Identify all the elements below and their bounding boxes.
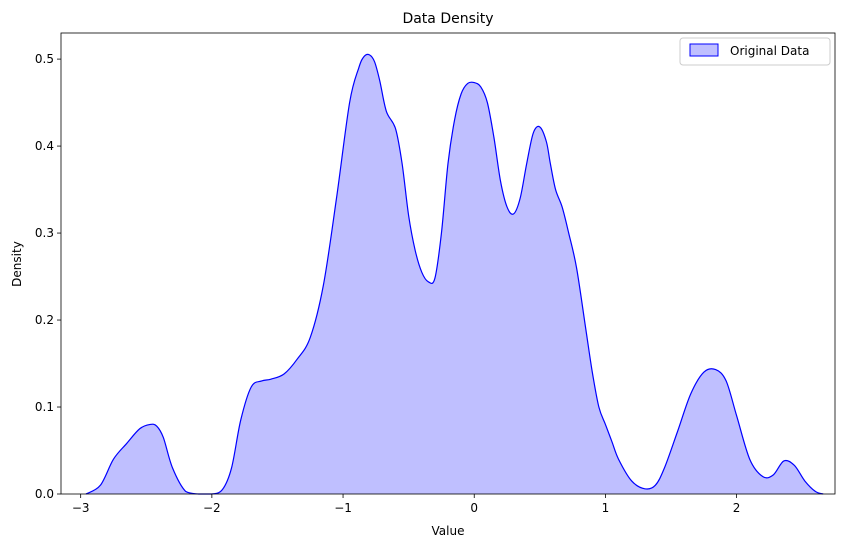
plot-frame bbox=[60, 32, 836, 495]
y-tick-label: 0.4 bbox=[35, 139, 54, 153]
y-tick-label: 0.2 bbox=[35, 313, 54, 327]
x-tick-label: −2 bbox=[203, 501, 221, 515]
legend: Original Data bbox=[679, 37, 831, 66]
chart-title: Data Density bbox=[402, 11, 493, 27]
x-tick-label: 0 bbox=[470, 501, 478, 515]
density-fill-area bbox=[85, 54, 824, 494]
y-tick-label: 0.3 bbox=[35, 226, 54, 240]
density-line bbox=[85, 53, 824, 495]
y-axis: 0.0 0.1 0.2 0.3 0.4 0.5 bbox=[35, 52, 61, 501]
y-tick-label: 0.1 bbox=[35, 400, 54, 414]
x-axis: −3 −2 −1 0 1 2 bbox=[72, 494, 741, 515]
x-tick-label: −3 bbox=[72, 501, 90, 515]
x-tick-label: 1 bbox=[602, 501, 610, 515]
y-axis-label: Density bbox=[10, 241, 24, 287]
x-axis-label: Value bbox=[432, 524, 465, 538]
legend-label: Original Data bbox=[730, 44, 809, 58]
plot-area bbox=[60, 32, 836, 495]
x-tick-label: −1 bbox=[334, 501, 352, 515]
x-tick-label: 2 bbox=[733, 501, 741, 515]
y-tick-label: 0.5 bbox=[35, 52, 54, 66]
y-tick-label: 0.0 bbox=[35, 487, 54, 501]
legend-swatch bbox=[689, 43, 719, 57]
